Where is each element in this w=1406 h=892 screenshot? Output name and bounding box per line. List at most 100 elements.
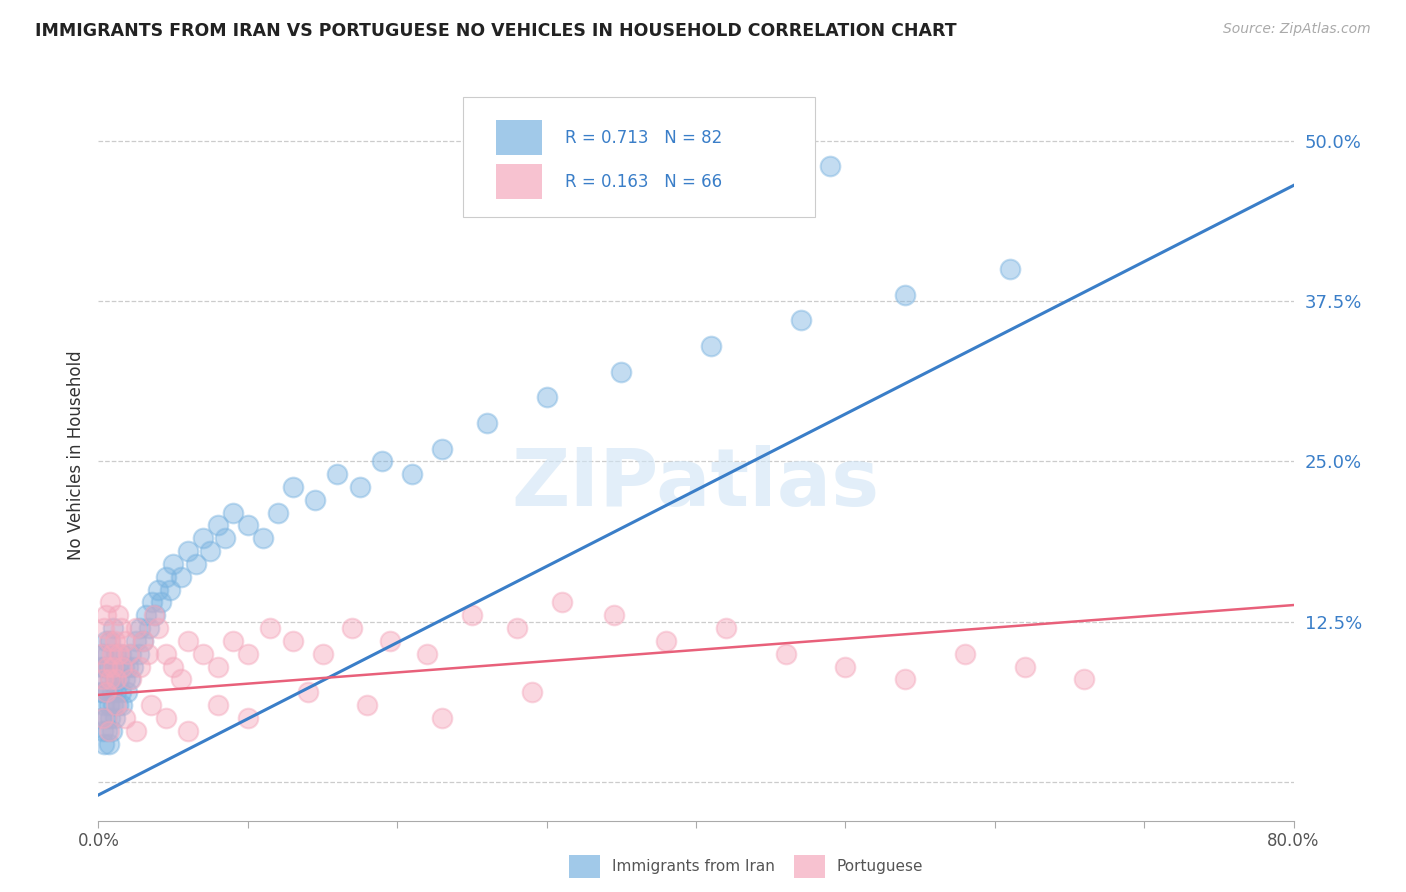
Point [155, 647, 177, 661]
Point [304, 492, 326, 507]
Point [142, 608, 165, 623]
Point [155, 570, 177, 584]
Point [104, 634, 127, 648]
Point [101, 723, 124, 738]
Point [125, 634, 148, 648]
Point [117, 659, 139, 673]
Point [91, 685, 114, 699]
Point [97, 634, 120, 648]
Point [162, 557, 184, 571]
Point [103, 659, 125, 673]
Point [136, 647, 159, 661]
Point [222, 634, 245, 648]
Point [97, 737, 120, 751]
Point [125, 723, 148, 738]
Point [475, 416, 498, 430]
Point [97, 659, 120, 673]
Point [655, 634, 678, 648]
Point [401, 467, 423, 482]
Point [520, 685, 543, 699]
Point [610, 364, 633, 378]
Point [105, 685, 128, 699]
Text: Immigrants from Iran: Immigrants from Iran [612, 859, 775, 873]
Point [162, 659, 184, 673]
Point [94, 685, 117, 699]
Point [148, 621, 170, 635]
FancyBboxPatch shape [496, 164, 541, 199]
Point [311, 647, 333, 661]
Point [96, 685, 118, 699]
Point [93, 659, 115, 673]
Text: IMMIGRANTS FROM IRAN VS PORTUGUESE NO VEHICLES IN HOUSEHOLD CORRELATION CHART: IMMIGRANTS FROM IRAN VS PORTUGUESE NO VE… [35, 22, 956, 40]
Text: R = 0.163   N = 66: R = 0.163 N = 66 [565, 173, 721, 191]
Point [101, 685, 124, 699]
Point [105, 698, 128, 713]
Point [94, 673, 117, 687]
Point [91, 673, 114, 687]
Point [191, 532, 214, 546]
Point [104, 711, 127, 725]
Point [714, 621, 737, 635]
Point [103, 659, 125, 673]
Point [998, 261, 1021, 276]
Point [139, 698, 162, 713]
Point [207, 518, 229, 533]
Point [603, 608, 626, 623]
Point [236, 711, 259, 725]
Point [894, 287, 917, 301]
Point [138, 621, 160, 635]
Y-axis label: No Vehicles in Household: No Vehicles in Household [66, 350, 84, 560]
Point [111, 659, 134, 673]
Point [107, 659, 129, 673]
Point [159, 582, 181, 597]
Point [110, 647, 132, 661]
Point [207, 698, 229, 713]
Point [89, 685, 111, 699]
Point [371, 454, 394, 468]
Text: ZIPatlas: ZIPatlas [512, 445, 880, 524]
Point [536, 390, 558, 404]
Point [155, 711, 177, 725]
Point [94, 608, 117, 623]
Point [98, 595, 122, 609]
Point [94, 711, 117, 725]
Point [141, 595, 163, 609]
Point [93, 698, 115, 713]
Point [98, 634, 122, 648]
Point [111, 698, 134, 713]
Point [110, 685, 132, 699]
Point [117, 647, 139, 661]
Point [98, 673, 122, 687]
Point [90, 659, 112, 673]
Point [97, 723, 120, 738]
Point [416, 647, 439, 661]
Point [169, 570, 191, 584]
Point [1073, 673, 1095, 687]
Point [200, 544, 222, 558]
Point [259, 621, 281, 635]
Point [129, 659, 152, 673]
Point [349, 480, 371, 494]
Point [700, 339, 723, 353]
Point [834, 659, 856, 673]
Point [96, 723, 118, 738]
Point [103, 621, 125, 635]
Point [93, 621, 115, 635]
Point [326, 467, 349, 482]
Point [105, 673, 128, 687]
FancyBboxPatch shape [496, 120, 541, 155]
Point [297, 685, 319, 699]
Point [114, 711, 136, 725]
Point [236, 518, 259, 533]
Text: Source: ZipAtlas.com: Source: ZipAtlas.com [1223, 22, 1371, 37]
Point [114, 673, 136, 687]
Point [148, 582, 170, 597]
Point [191, 647, 214, 661]
Point [207, 659, 229, 673]
Point [378, 634, 401, 648]
Point [169, 673, 191, 687]
Point [96, 647, 118, 661]
Point [177, 723, 200, 738]
Point [129, 621, 152, 635]
Point [128, 647, 150, 661]
